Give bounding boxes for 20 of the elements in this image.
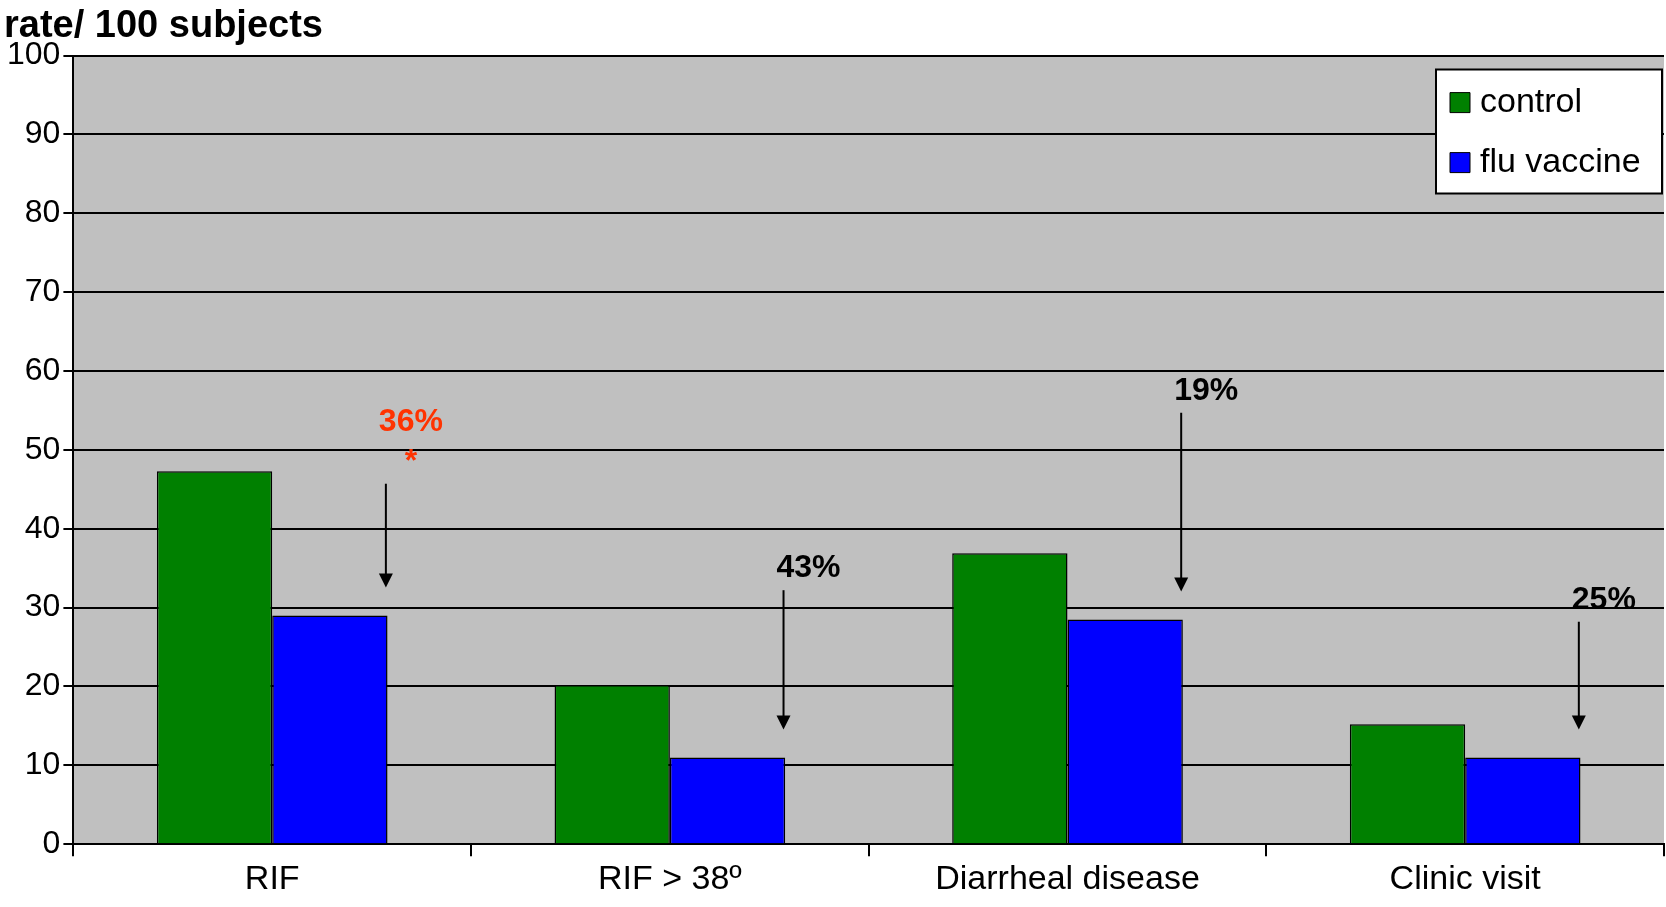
annotation: 43%: [776, 548, 841, 585]
annotation: *: [404, 441, 418, 478]
y-tick-label: 80: [24, 193, 61, 230]
annotation: 36%: [378, 402, 443, 439]
y-tick-label: 40: [24, 508, 61, 545]
y-tick-label: 90: [24, 114, 61, 151]
legend-label: control: [1480, 80, 1583, 119]
x-tick-label: RIF: [244, 857, 300, 896]
x-tick-label: Diarrheal disease: [935, 857, 1200, 896]
legend-label: flu vaccine: [1480, 140, 1641, 179]
y-tick-label: 30: [24, 587, 61, 624]
x-tick-label: Clinic visit: [1389, 857, 1542, 896]
y-tick-label: 70: [24, 272, 61, 309]
annotation: 19%: [1174, 370, 1239, 407]
y-tick-label: 60: [24, 350, 61, 387]
x-tick-label: RIF > 38º: [597, 857, 742, 896]
y-tick-label: 20: [24, 666, 61, 703]
y-tick-label: 50: [24, 429, 61, 466]
y-tick-label: 10: [24, 745, 61, 782]
y-tick-label: 0: [42, 824, 61, 861]
